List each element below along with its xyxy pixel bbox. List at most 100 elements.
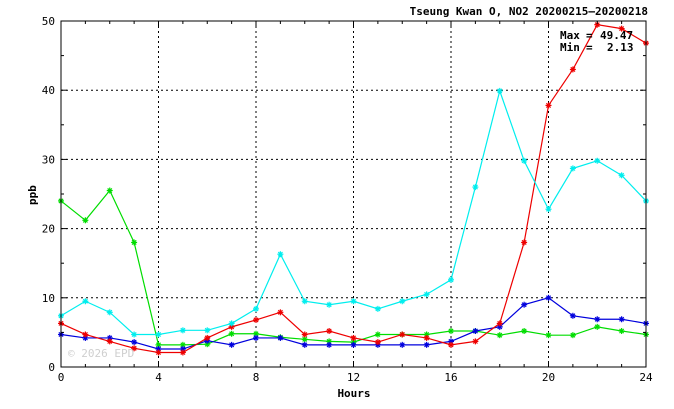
point-stroke xyxy=(594,324,600,330)
point-stroke xyxy=(180,327,186,333)
data-point xyxy=(472,184,479,191)
max-label: Max xyxy=(560,29,580,42)
data-point xyxy=(204,334,211,341)
data-point xyxy=(496,87,503,94)
data-point xyxy=(374,305,381,312)
point-stroke xyxy=(180,349,186,355)
max-equals: = xyxy=(586,29,593,42)
point-stroke xyxy=(448,342,454,348)
data-point xyxy=(569,165,576,172)
data-point xyxy=(82,331,89,338)
data-point xyxy=(594,316,601,323)
data-point xyxy=(545,206,552,213)
data-point xyxy=(179,349,186,356)
data-point xyxy=(350,298,357,305)
data-point xyxy=(253,316,259,323)
data-point xyxy=(448,276,454,283)
data-point xyxy=(472,328,479,335)
max-value: 49.47 xyxy=(600,29,633,42)
data-point xyxy=(301,298,308,305)
point-stroke xyxy=(204,327,210,333)
point-stroke xyxy=(326,342,332,348)
point-stroke xyxy=(375,306,381,312)
point-stroke xyxy=(570,332,576,338)
point-stroke xyxy=(497,332,503,338)
data-point xyxy=(545,102,552,109)
point-stroke xyxy=(350,335,357,341)
x-tick-label: 24 xyxy=(639,371,653,384)
data-point xyxy=(399,341,406,348)
point-stroke xyxy=(399,298,405,304)
data-point xyxy=(521,301,528,308)
data-point xyxy=(423,334,430,341)
data-point xyxy=(228,341,235,348)
x-tick-label: 4 xyxy=(155,371,162,384)
point-stroke xyxy=(131,239,137,245)
point-stroke xyxy=(350,342,357,348)
data-point xyxy=(618,328,625,335)
point-stroke xyxy=(180,342,186,348)
point-stroke xyxy=(497,320,503,326)
point-stroke xyxy=(399,331,405,338)
data-point xyxy=(253,305,259,312)
data-point xyxy=(350,341,357,348)
data-point xyxy=(594,157,601,164)
point-stroke xyxy=(594,316,600,322)
point-stroke xyxy=(326,328,332,334)
point-stroke xyxy=(545,295,552,301)
point-stroke xyxy=(619,172,625,178)
point-stroke xyxy=(521,239,527,245)
data-point xyxy=(448,341,454,348)
point-stroke xyxy=(131,331,137,338)
point-stroke xyxy=(204,335,210,341)
point-stroke xyxy=(82,298,88,304)
point-stroke xyxy=(545,102,552,108)
x-tick-label: 0 xyxy=(58,371,65,384)
point-stroke xyxy=(521,158,527,164)
point-stroke xyxy=(155,342,162,348)
point-stroke xyxy=(277,335,283,341)
point-stroke xyxy=(82,217,88,223)
data-point xyxy=(131,339,138,346)
point-stroke xyxy=(253,317,259,323)
point-stroke xyxy=(350,298,357,304)
point-stroke xyxy=(375,339,381,345)
data-point xyxy=(106,187,113,194)
point-stroke xyxy=(107,309,113,315)
point-stroke xyxy=(253,331,259,337)
point-stroke xyxy=(302,336,308,342)
data-point xyxy=(545,332,552,339)
chart-title: Tseung Kwan O, NO2 20200215—20200218 xyxy=(410,5,648,18)
data-point xyxy=(472,338,479,345)
point-stroke xyxy=(521,302,527,308)
y-tick-label: 10 xyxy=(42,292,55,305)
x-tick-label: 8 xyxy=(253,371,260,384)
point-stroke xyxy=(302,342,308,348)
data-point xyxy=(82,217,89,224)
point-stroke xyxy=(570,165,576,171)
y-axis-title: ppb xyxy=(26,185,39,205)
point-stroke xyxy=(302,298,308,304)
stats-box: Max = 49.47 Min = 2.13 xyxy=(560,29,634,54)
point-stroke xyxy=(277,251,283,257)
y-tick-label: 50 xyxy=(42,15,55,28)
point-stroke xyxy=(472,338,478,344)
data-point xyxy=(155,331,162,338)
point-stroke xyxy=(472,184,478,190)
data-point xyxy=(521,157,528,164)
point-stroke xyxy=(277,309,283,315)
point-stroke xyxy=(619,316,625,322)
point-stroke xyxy=(229,320,235,326)
data-point xyxy=(569,66,576,73)
x-tick-label: 20 xyxy=(542,371,555,384)
data-point xyxy=(594,323,601,330)
data-point xyxy=(277,251,284,258)
point-stroke xyxy=(253,335,259,341)
data-point xyxy=(106,309,113,316)
data-point xyxy=(204,327,211,334)
data-point xyxy=(228,320,235,327)
point-stroke xyxy=(424,291,430,297)
data-point xyxy=(618,172,625,179)
point-stroke xyxy=(375,331,381,338)
point-stroke xyxy=(545,332,552,338)
